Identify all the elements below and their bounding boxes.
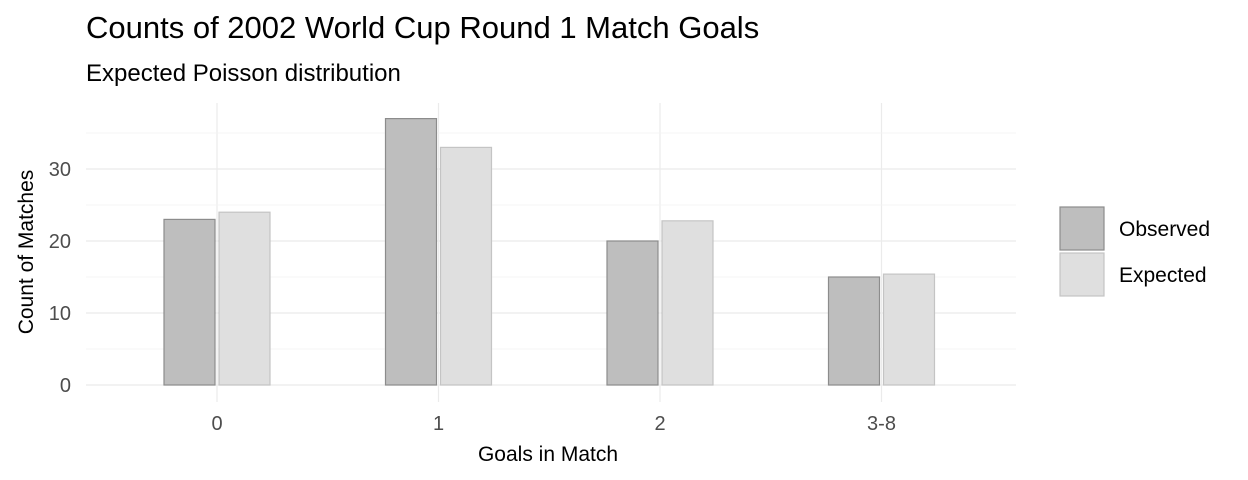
x-axis-ticks: 0 1 2 3-8	[211, 413, 896, 435]
legend-label-expected: Expected	[1119, 264, 1207, 287]
x-tick-label: 2	[654, 413, 665, 435]
legend: Observed Expected	[1059, 206, 1210, 297]
legend-key-expected	[1059, 252, 1105, 297]
x-tick-label: 1	[433, 413, 444, 435]
y-tick-label: 0	[60, 375, 71, 397]
y-tick-label: 10	[49, 303, 71, 325]
bar-expected-2	[661, 220, 714, 386]
y-tick-label: 20	[49, 231, 71, 253]
y-tick-label: 30	[49, 159, 71, 181]
bar-expected-1	[439, 146, 493, 386]
chart-title: Counts of 2002 World Cup Round 1 Match G…	[86, 10, 760, 45]
bar-expected-3-8	[882, 273, 936, 386]
bar-observed-0	[163, 218, 216, 386]
bar-observed-3-8	[827, 276, 881, 386]
y-axis-ticks: 0 10 20 30	[49, 159, 71, 397]
bar-expected-0	[218, 211, 271, 386]
bars	[163, 117, 936, 386]
x-tick-label: 0	[211, 413, 222, 435]
legend-label-observed: Observed	[1119, 218, 1210, 241]
bar-observed-1	[384, 117, 438, 386]
legend-key-observed	[1059, 206, 1105, 251]
x-tick-label: 3-8	[867, 413, 896, 435]
y-axis-title: Count of Matches	[15, 170, 38, 335]
bar-observed-2	[606, 240, 659, 386]
x-axis-title: Goals in Match	[478, 443, 618, 466]
chart-subtitle: Expected Poisson distribution	[86, 60, 401, 87]
